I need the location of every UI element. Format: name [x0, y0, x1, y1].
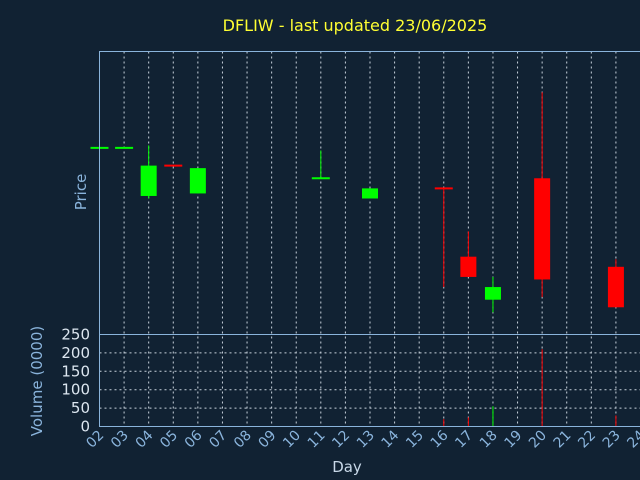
candle-body — [460, 256, 477, 277]
x-tick-label: 17 — [452, 428, 476, 452]
x-tick-label: 24 — [624, 427, 640, 451]
candle-body — [534, 178, 551, 280]
candle-body — [140, 165, 157, 196]
x-tick-label: 05 — [157, 428, 181, 452]
volume-tick-label: 0 — [80, 418, 90, 436]
candle-body — [362, 188, 378, 199]
volume-tick-label: 200 — [61, 344, 90, 362]
x-tick-label: 10 — [280, 428, 304, 452]
x-tick-label: 20 — [526, 428, 550, 452]
marks-layer — [90, 92, 624, 427]
volume-tick-label: 150 — [61, 362, 90, 380]
volume-tick-label: 250 — [61, 326, 90, 344]
price-axis-label: Price — [72, 174, 90, 211]
x-tick-label: 18 — [477, 428, 501, 452]
volume-panel-frame — [99, 334, 640, 427]
candle-body — [484, 287, 501, 300]
x-tick-label: 06 — [182, 427, 206, 451]
x-tick-label: 14 — [378, 427, 402, 451]
volume-axis-label: Volume (0000) — [28, 326, 46, 436]
x-tick-label: 04 — [133, 427, 157, 451]
x-tick-label: 11 — [305, 428, 329, 452]
x-tick-label: 07 — [206, 428, 230, 452]
x-tick-label: 16 — [428, 427, 452, 451]
x-tick-label: 19 — [501, 428, 525, 452]
grid-layer — [99, 51, 640, 427]
candle-body — [607, 266, 624, 308]
x-tick-label: 03 — [108, 428, 132, 452]
x-tick-label: 13 — [354, 428, 378, 452]
volume-tick-label: 50 — [71, 399, 90, 417]
x-tick-label: 22 — [575, 428, 599, 452]
x-tick-label: 21 — [551, 428, 575, 452]
x-axis-label: Day — [332, 458, 362, 476]
chart-title: DFLIW - last updated 23/06/2025 — [223, 16, 488, 35]
x-tick-label: 09 — [256, 428, 280, 452]
volume-tick-label: 100 — [61, 381, 90, 399]
x-tick-label: 08 — [231, 428, 255, 452]
x-tick-label: 15 — [403, 428, 427, 452]
candle-body — [189, 168, 206, 194]
x-tick-label: 12 — [329, 428, 353, 452]
x-tick-label: 23 — [600, 428, 624, 452]
